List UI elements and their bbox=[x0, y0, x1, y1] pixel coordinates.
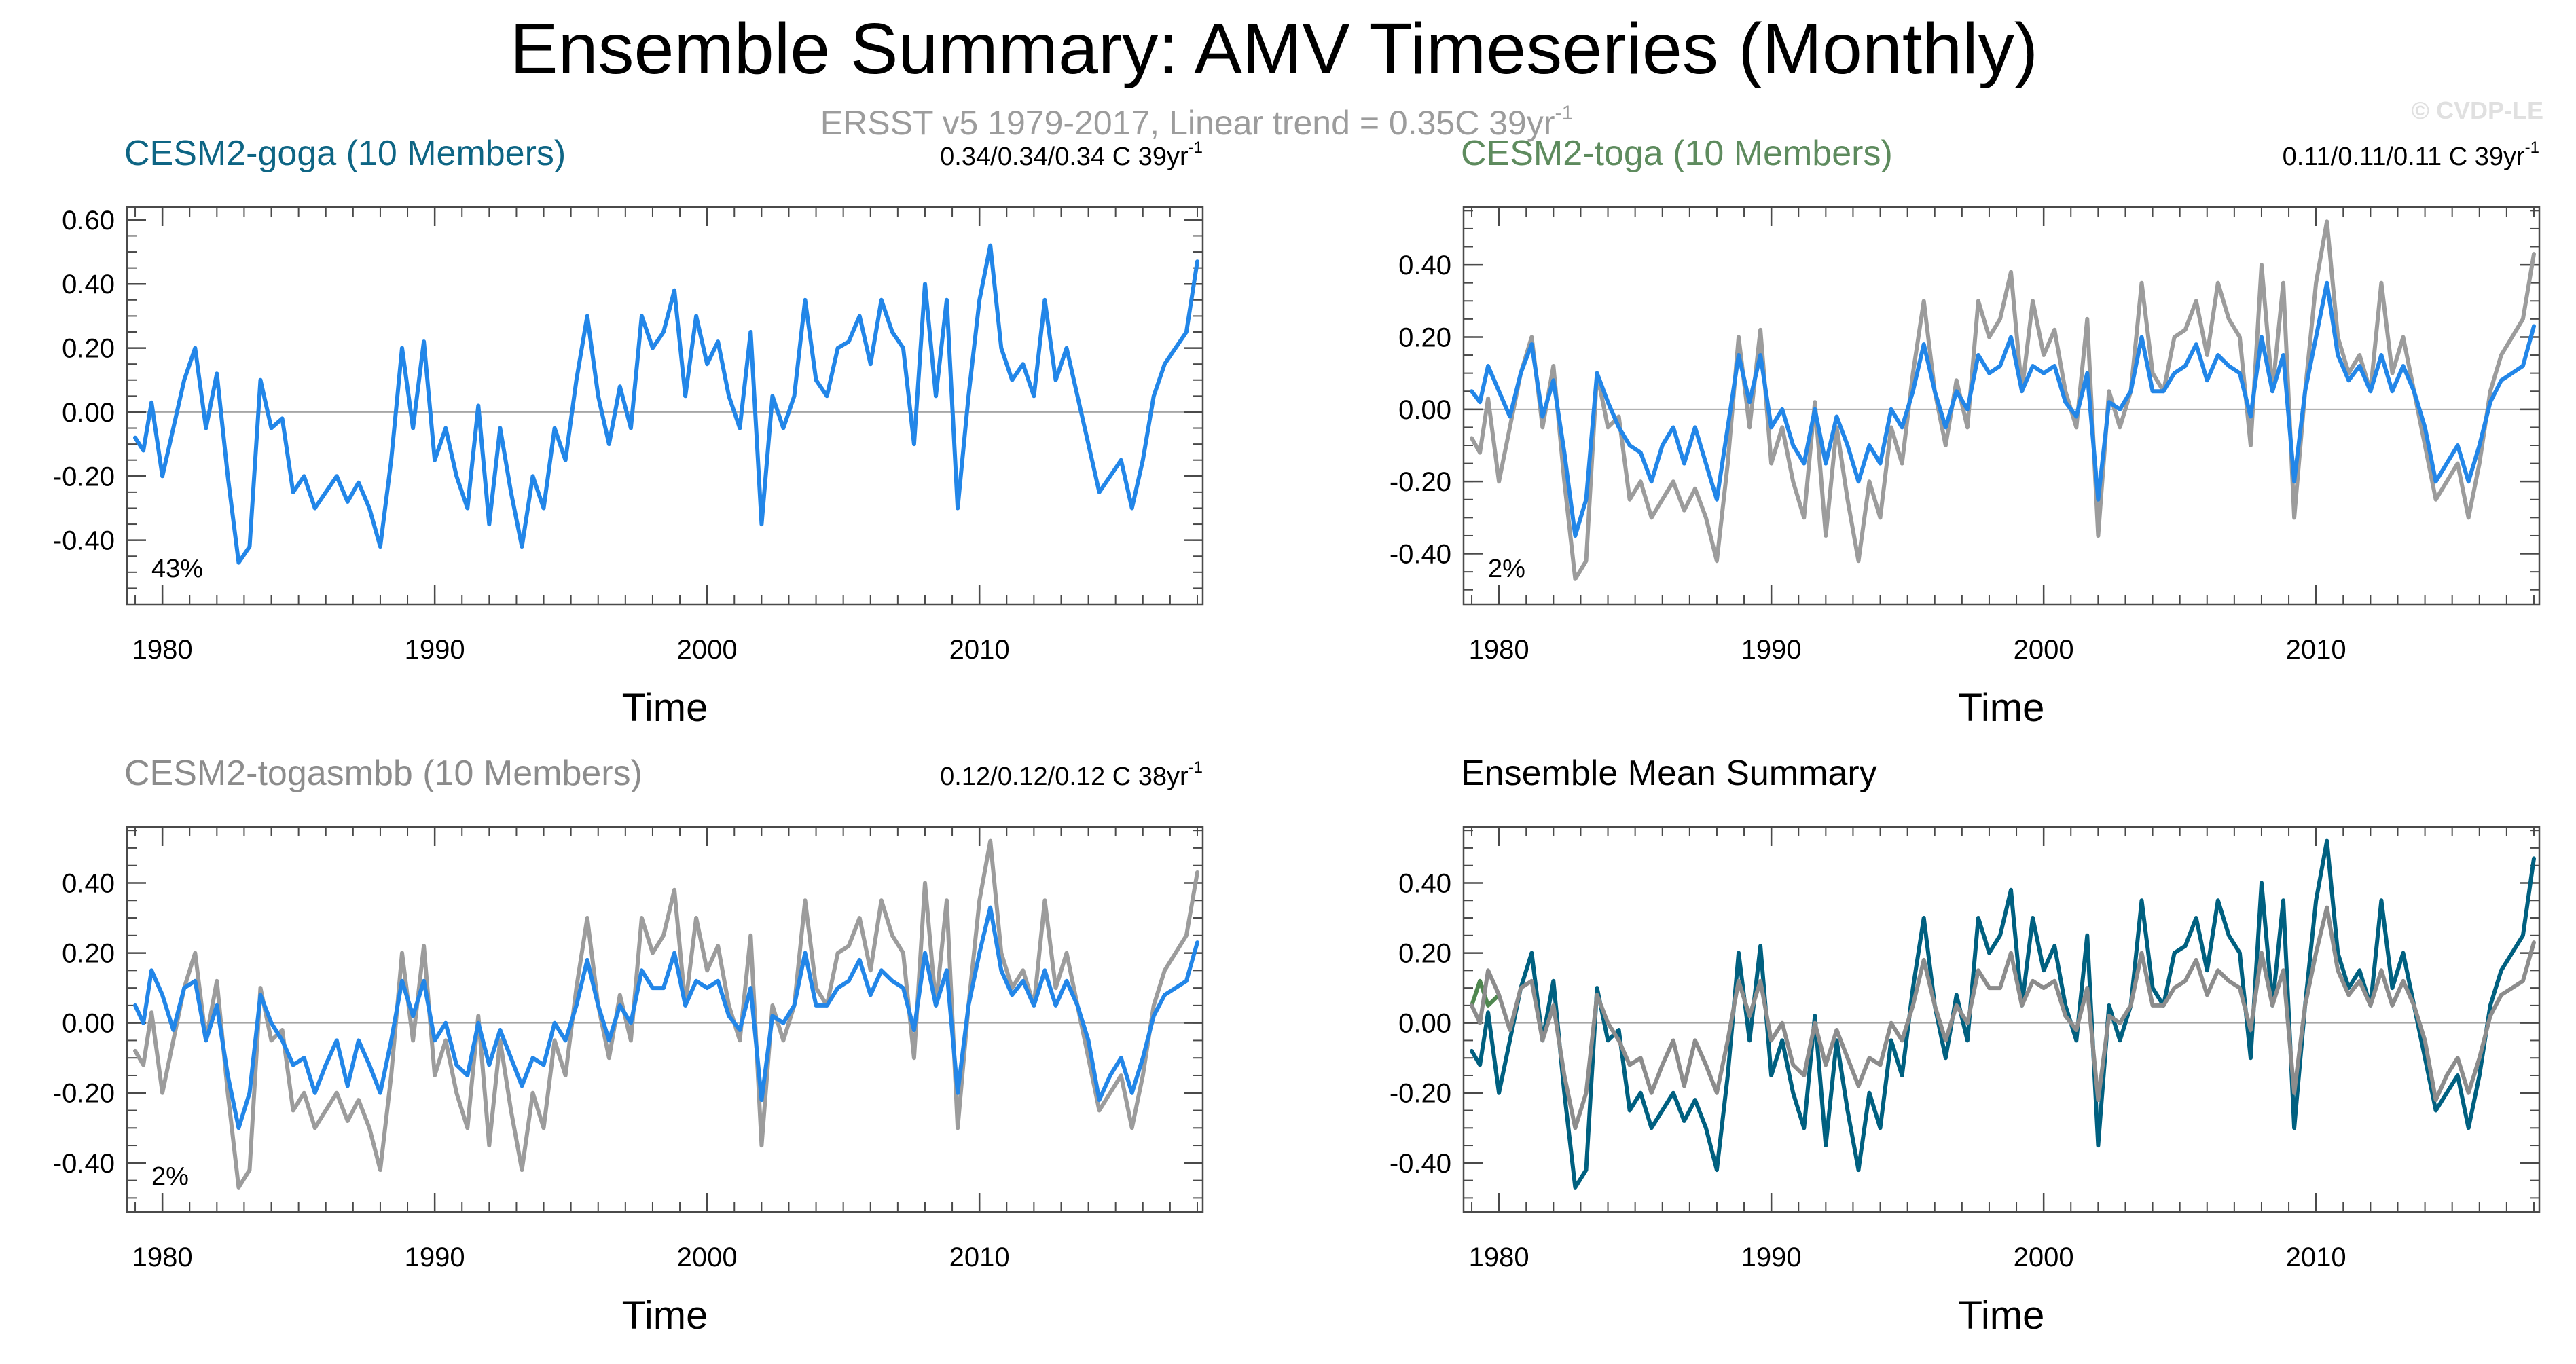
x-tick-label: 1980 bbox=[1469, 635, 1529, 665]
trend-label: 0.11/0.11/0.11 C 39yr-1 bbox=[2283, 139, 2539, 171]
watermark: © CVDP-LE bbox=[2411, 96, 2543, 124]
y-tick-label: -0.20 bbox=[1390, 1079, 1451, 1109]
panel-title: CESM2-toga (10 Members) bbox=[1461, 134, 1893, 173]
y-tick-label: -0.40 bbox=[53, 526, 115, 556]
x-axis-label: Time bbox=[622, 686, 708, 730]
x-tick-label: 1990 bbox=[405, 1242, 465, 1272]
trend-label-text: 0.34/0.34/0.34 C 39yr bbox=[940, 143, 1189, 171]
panel-goga: CESM2-goga (10 Members) 0.34/0.34/0.34 C … bbox=[53, 134, 1204, 730]
y-tick-label: 0.00 bbox=[62, 1009, 115, 1039]
series-line-0 bbox=[133, 243, 1199, 565]
x-tick-label: 2010 bbox=[2286, 635, 2346, 665]
percent-annotation: 43% bbox=[151, 555, 203, 583]
trend-label-text: 0.11/0.11/0.11 C 39yr bbox=[2283, 143, 2525, 171]
subtitle-text: ERSST v5 1979-2017, Linear trend = 0.35C… bbox=[820, 104, 1555, 142]
x-tick-label: 2010 bbox=[949, 1242, 1010, 1272]
y-tick-label: 0.00 bbox=[1398, 395, 1451, 425]
y-tick-label: 0.20 bbox=[1398, 322, 1451, 352]
x-tick-label: 2000 bbox=[677, 635, 738, 665]
x-tick-label: 2000 bbox=[2014, 1242, 2074, 1272]
trend-label-sup: -1 bbox=[1189, 758, 1203, 777]
panel-mean: Ensemble Mean Summary -0.40 -0.20 0.00 0.20 0… bbox=[1390, 754, 2541, 1338]
y-tick-label: 0.00 bbox=[1398, 1009, 1451, 1039]
plot-frame bbox=[1462, 826, 2541, 1213]
y-tick-label: 0.40 bbox=[1398, 251, 1451, 280]
series-line-0 bbox=[1470, 838, 2536, 1190]
x-tick-label: 1980 bbox=[132, 1242, 193, 1272]
figure-title: Ensemble Summary: AMV Timeseries (Monthl… bbox=[510, 9, 2038, 89]
x-tick-label: 1990 bbox=[1741, 1242, 1802, 1272]
y-tick-label: -0.20 bbox=[53, 462, 115, 492]
x-tick-label: 1980 bbox=[132, 635, 193, 665]
plot-frame bbox=[126, 826, 1204, 1213]
y-tick-label: 0.20 bbox=[62, 334, 115, 364]
trend-label: 0.34/0.34/0.34 C 39yr-1 bbox=[940, 139, 1203, 171]
x-tick-label: 2010 bbox=[2286, 1242, 2346, 1272]
x-tick-label: 2000 bbox=[2014, 635, 2074, 665]
y-tick-label: 0.60 bbox=[62, 206, 115, 236]
percent-annotation: 2% bbox=[1488, 555, 1525, 583]
series-line-0 bbox=[133, 838, 1199, 1190]
y-tick-label: 0.40 bbox=[1398, 868, 1451, 898]
x-axis-label: Time bbox=[1959, 686, 2045, 730]
y-tick-label: -0.40 bbox=[1390, 540, 1451, 570]
y-tick-label: 0.20 bbox=[62, 939, 115, 969]
trend-label: 0.12/0.12/0.12 C 38yr-1 bbox=[940, 758, 1203, 791]
plot-frame bbox=[126, 206, 1204, 606]
series-line-1 bbox=[133, 905, 1199, 1130]
y-tick-label: -0.20 bbox=[1390, 467, 1451, 497]
x-tick-label: 1990 bbox=[1741, 635, 1802, 665]
x-tick-label: 2010 bbox=[949, 635, 1010, 665]
y-tick-label: -0.40 bbox=[53, 1149, 115, 1179]
x-tick-label: 1980 bbox=[1469, 1242, 1529, 1272]
panel-title: Ensemble Mean Summary bbox=[1461, 754, 1877, 793]
panel-grid: CESM2-goga (10 Members) 0.34/0.34/0.34 C … bbox=[53, 134, 2541, 1338]
panel-toga: CESM2-toga (10 Members) 0.11/0.11/0.11 C … bbox=[1390, 134, 2541, 730]
panel-title: CESM2-togasmbb (10 Members) bbox=[124, 754, 642, 793]
y-tick-label: 0.40 bbox=[62, 868, 115, 898]
y-tick-label: 0.40 bbox=[62, 270, 115, 299]
series-line-2 bbox=[1470, 905, 2536, 1130]
trend-label-sup: -1 bbox=[2525, 139, 2539, 157]
y-tick-label: -0.20 bbox=[53, 1079, 115, 1109]
x-axis-label: Time bbox=[622, 1293, 708, 1338]
series-line-0 bbox=[1470, 219, 2536, 581]
x-tick-label: 1990 bbox=[405, 635, 465, 665]
y-tick-label: 0.20 bbox=[1398, 939, 1451, 969]
figure-subtitle: ERSST v5 1979-2017, Linear trend = 0.35C… bbox=[820, 102, 1573, 142]
x-tick-label: 2000 bbox=[677, 1242, 738, 1272]
plot-frame bbox=[1462, 206, 2541, 606]
subtitle-sup: -1 bbox=[1555, 102, 1574, 124]
panel-togasmbb: CESM2-togasmbb (10 Members) 0.12/0.12/0.1… bbox=[53, 754, 1204, 1338]
y-tick-label: -0.40 bbox=[1390, 1149, 1451, 1179]
trend-label-text: 0.12/0.12/0.12 C 38yr bbox=[940, 762, 1189, 791]
trend-label-sup: -1 bbox=[1189, 139, 1203, 157]
percent-annotation: 2% bbox=[151, 1162, 189, 1191]
x-axis-label: Time bbox=[1959, 1293, 2045, 1338]
series-line-1 bbox=[1470, 280, 2536, 538]
panel-title: CESM2-goga (10 Members) bbox=[124, 134, 566, 173]
y-tick-label: 0.00 bbox=[62, 398, 115, 428]
